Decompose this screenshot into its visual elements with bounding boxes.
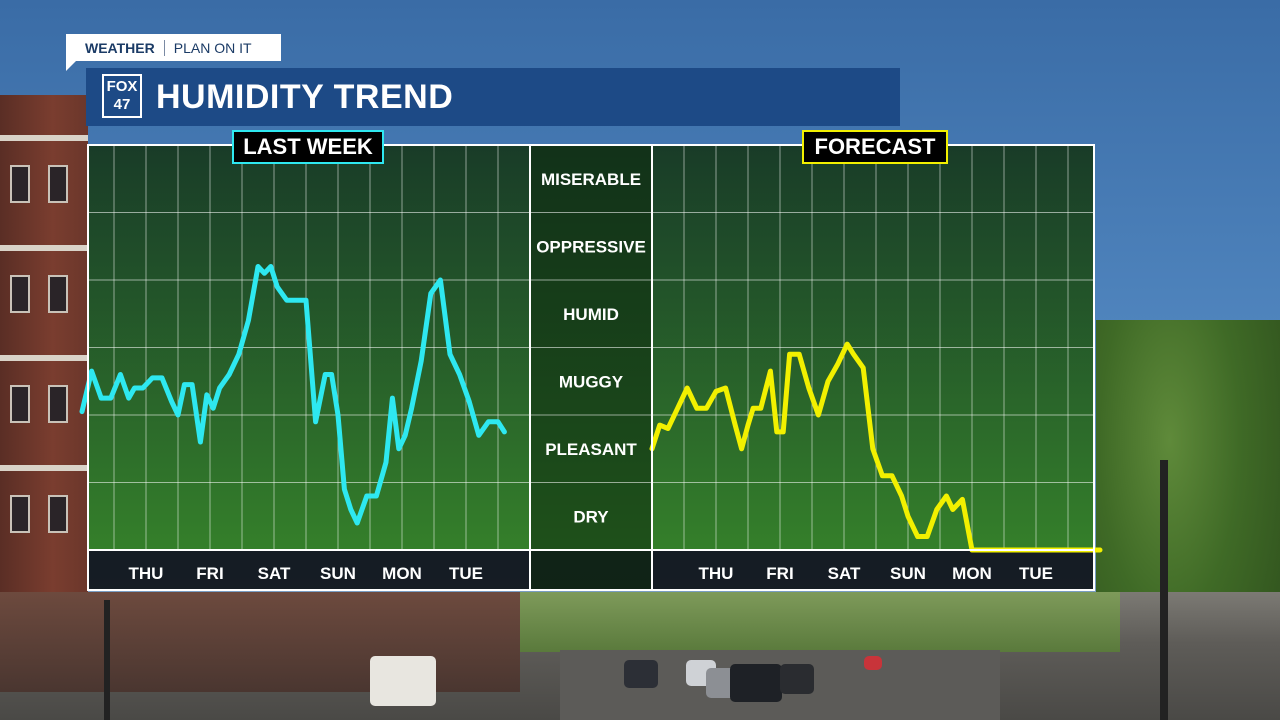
building-window [10, 385, 30, 423]
chart-border [87, 144, 1095, 591]
tag-notch [66, 61, 76, 71]
car [730, 664, 782, 702]
building-window [10, 165, 30, 203]
category-column [530, 145, 652, 590]
day-tick-label: FRI [766, 564, 793, 583]
day-tick-label: SAT [828, 564, 861, 583]
day-tick-label: MON [382, 564, 422, 583]
humidity-category-label: MISERABLE [541, 170, 641, 189]
building-ledge [0, 245, 88, 251]
car [624, 660, 658, 688]
weather-tag-secondary: PLAN ON IT [173, 39, 252, 56]
day-tick-label: THU [129, 564, 164, 583]
day-tick-label: TUE [449, 564, 483, 583]
building-ledge [0, 355, 88, 361]
page-title: HUMIDITY TREND [156, 78, 454, 116]
humidity-category-label: HUMID [563, 305, 619, 324]
building-ledge [0, 135, 88, 141]
day-tick-label: SUN [320, 564, 356, 583]
logo-line1: FOX [106, 78, 138, 95]
day-tick-label: SUN [890, 564, 926, 583]
forecast-label: FORECAST [802, 130, 948, 164]
brick-building [0, 95, 88, 655]
treeline [520, 592, 1120, 652]
street-lamp [104, 600, 110, 720]
day-tick-label: MON [952, 564, 992, 583]
fox47-logo: FOX 47 [102, 74, 142, 118]
day-tick-label: TUE [1019, 564, 1053, 583]
weather-tag-primary: WEATHER [66, 39, 165, 56]
title-bar [86, 68, 900, 126]
building-ledge [0, 465, 88, 471]
humidity-category-label: DRY [573, 507, 609, 526]
day-tick-label: THU [699, 564, 734, 583]
humidity-category-label: PLEASANT [545, 440, 637, 459]
building-window [48, 495, 68, 533]
day-tick-label: SAT [258, 564, 291, 583]
day-tick-label: FRI [196, 564, 223, 583]
building-window [10, 495, 30, 533]
humidity-category-label: OPPRESSIVE [536, 237, 646, 256]
street-lamp [1160, 460, 1168, 720]
building-window [48, 165, 68, 203]
last-week-series-line [79, 264, 507, 526]
car [780, 664, 814, 694]
car [864, 656, 882, 670]
logo-line2: 47 [113, 96, 131, 113]
weather-tag: WEATHER PLAN ON IT [66, 34, 281, 61]
humidity-category-label: MUGGY [559, 372, 624, 391]
last-week-label: LAST WEEK [232, 130, 384, 164]
building-window [48, 385, 68, 423]
building-window [10, 275, 30, 313]
building-window [48, 275, 68, 313]
car [370, 656, 436, 706]
